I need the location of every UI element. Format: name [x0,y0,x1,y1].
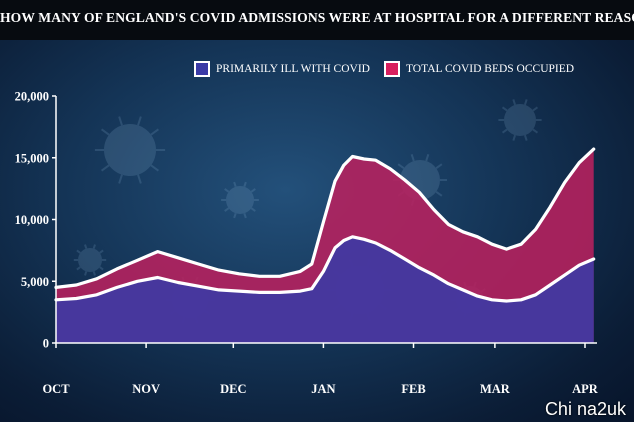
data-point-primarily-ill [432,273,436,277]
data-point-primarily-ill [592,257,595,261]
y-tick-label: 10,000 [15,213,49,227]
data-point-primarily-ill [322,270,325,273]
data-point-primarily-ill [374,241,377,245]
data-point-primarily-ill [197,285,200,288]
data-point-total-beds [362,157,366,161]
virus-motif-icon [221,181,259,219]
virus-motif-icon [498,99,542,141]
data-point-primarily-ill [333,246,337,250]
legend-label-primarily-ill: PRIMARILY ILL WITH COVID [216,63,370,75]
data-point-total-beds [217,268,220,272]
chart-title: HOW MANY OF ENGLAND'S COVID ADMISSIONS W… [0,10,634,25]
x-tick-label: MAR [480,382,511,396]
data-point-total-beds [278,275,281,278]
data-point-total-beds [403,178,406,182]
data-point-primarily-ill [299,289,302,293]
data-point-primarily-ill [156,276,159,279]
data-point-primarily-ill [563,273,566,277]
data-point-primarily-ill [75,297,78,300]
x-tick-label: FEB [401,382,425,396]
legend-swatch-primarily-ill [194,61,210,77]
data-point-total-beds [534,228,537,231]
data-point-total-beds [563,181,566,184]
data-point-total-beds [592,147,595,151]
legend-swatch-total-beds [383,61,400,77]
data-point-primarily-ill [461,288,465,292]
data-point-primarily-ill [362,238,366,241]
data-point-total-beds [505,247,508,251]
data-point-primarily-ill [237,289,241,293]
legend: PRIMARILY ILL WITH COVID TOTAL COVID BED… [194,58,588,80]
data-point-primarily-ill [389,249,392,252]
title-bar [0,0,634,40]
data-point-total-beds [136,259,139,262]
x-tick-label: JAN [311,382,335,396]
data-point-total-beds [447,223,450,226]
data-point-total-beds [418,191,421,194]
data-point-total-beds [95,277,98,280]
data-point-primarily-ill [505,299,508,303]
virus-motif-icon [94,116,166,184]
series-area-primarily-ill [56,236,594,343]
y-tick-label: 15,000 [15,151,49,165]
data-point-total-beds [299,270,302,273]
data-point-total-beds [115,267,119,271]
data-point-total-beds [490,243,494,246]
data-point-primarily-ill [403,257,406,261]
data-point-total-beds [432,208,436,211]
x-tick-label: OCT [42,382,70,396]
data-point-total-beds [461,230,465,233]
data-point-total-beds [351,155,354,158]
data-point-primarily-ill [548,283,552,287]
data-point-primarily-ill [136,280,139,283]
data-point-primarily-ill [258,291,261,294]
data-point-primarily-ill [351,235,354,238]
data-point-primarily-ill [578,264,581,267]
data-point-primarily-ill [278,291,281,294]
y-tick-label: 20,000 [15,90,49,104]
data-point-total-beds [548,205,552,209]
data-point-primarily-ill [310,287,313,290]
data-point-total-beds [519,243,523,246]
x-tick-label: NOV [132,382,160,396]
data-point-primarily-ill [490,298,494,301]
data-point-primarily-ill [217,288,220,292]
x-tick-label: APR [572,382,599,396]
data-point-primarily-ill [342,239,345,242]
data-point-primarily-ill [176,281,180,284]
watermark: Chi na2uk [544,399,626,419]
data-point-total-beds [389,167,392,171]
data-point-total-beds [322,220,325,224]
virus-motif-icon [73,244,107,276]
y-tick-label: 5,000 [21,275,49,289]
legend-item-total-beds: TOTAL COVID BEDS OCCUPIED [383,61,575,77]
data-point-primarily-ill [418,266,421,269]
y-tick-label: 0 [43,337,49,351]
legend-item-primarily-ill: PRIMARILY ILL WITH COVID [194,61,370,77]
x-tick-label: DEC [220,382,246,396]
data-point-total-beds [310,262,313,266]
data-point-total-beds [333,180,337,183]
legend-label-total-beds: TOTAL COVID BEDS OCCUPIED [405,63,575,75]
data-point-total-beds [374,159,377,162]
data-point-total-beds [578,161,581,164]
data-point-total-beds [75,283,78,287]
data-point-primarily-ill [476,294,479,298]
data-point-primarily-ill [519,298,523,301]
data-point-primarily-ill [95,293,98,296]
data-point-total-beds [156,250,159,253]
data-point-primarily-ill [115,286,119,289]
data-point-total-beds [342,164,345,167]
data-point-total-beds [176,256,180,259]
data-point-primarily-ill [447,282,450,285]
data-point-primarily-ill [534,293,537,296]
data-point-total-beds [237,272,241,275]
data-point-total-beds [476,235,479,238]
data-point-total-beds [258,275,261,278]
data-point-total-beds [197,262,200,266]
